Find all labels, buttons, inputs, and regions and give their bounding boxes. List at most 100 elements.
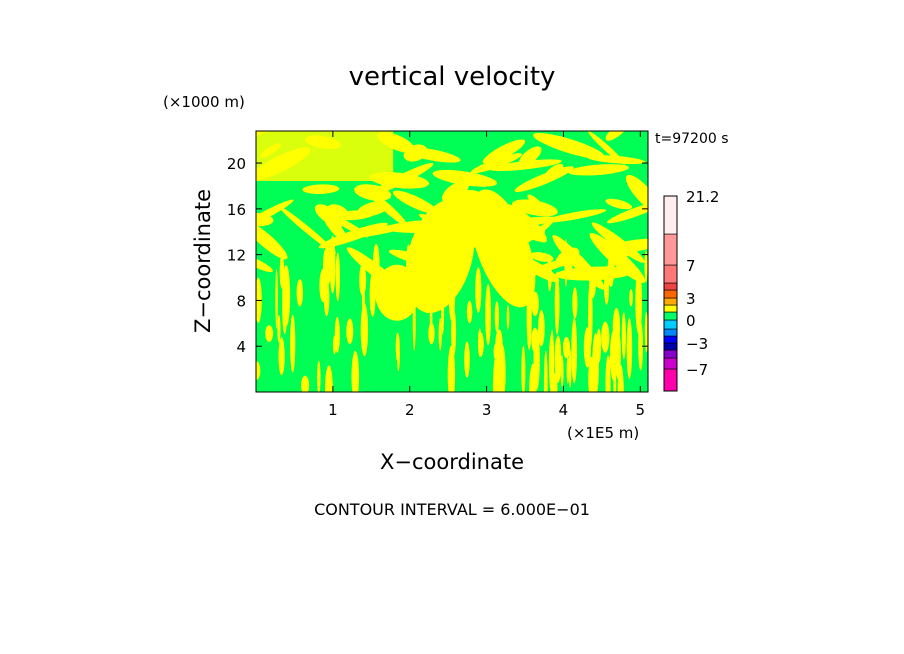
field-streak [256,199,294,237]
field-streak [441,180,470,203]
field-striation [506,304,510,330]
field-striation [621,312,626,360]
colorbar-tick-label: 21.2 [686,188,719,206]
field-striation [317,360,321,392]
field-streak [256,221,288,260]
colorbar-level [663,349,678,359]
field-streak [589,232,646,284]
y-axis: 4 8 12 16 20 [227,155,648,356]
field-streak [357,201,389,217]
field-streak [567,164,630,176]
field-streak [392,190,439,215]
y-tick-label: 20 [227,155,246,173]
field-streak [605,198,633,210]
colorbar-level [663,289,678,299]
field-band [256,131,394,181]
field-striation [475,267,482,313]
field-streak [278,206,336,254]
colorbar-level [663,342,678,351]
field-striation [494,301,500,333]
y-tick-label: 4 [236,338,246,356]
field-striation [323,279,330,317]
x-tick-label: 1 [328,401,338,419]
field-striation [447,345,456,392]
x-tick-label: 4 [559,401,569,419]
colorbar-tick-label: −3 [686,335,708,353]
field-striation [568,349,572,389]
colorbar-tick-label: 3 [686,290,696,308]
y-axis-label: Z−coordinate [191,189,215,333]
field-streak [314,204,345,227]
plot-frame [255,130,649,393]
colorbar-level [663,311,678,321]
field-striation [588,356,595,392]
field-striation [644,311,648,353]
time-label: t=97200 s [655,131,729,147]
y-tick-label: 12 [227,247,246,265]
field-striation [521,345,526,392]
field-striation [296,279,303,307]
field-striation [571,317,578,384]
y-unit-label: (×1000 m) [163,93,245,111]
field-plume [453,189,490,219]
field-striation [325,365,333,392]
field-striation [369,272,376,318]
colorbar: 21.2 7 3 0 −3 −7 [663,188,719,392]
colorbar-level [663,304,678,313]
field-streak [607,200,648,224]
field-striation [493,342,500,361]
field-streak [514,166,574,192]
field-striation [572,287,578,319]
field-striation [554,335,562,383]
field-striation [346,318,354,345]
field-striation [290,314,296,373]
field-striation [554,271,560,335]
field-striation [601,321,610,353]
colorbar-tick-label: −7 [686,361,708,379]
field-striation [531,291,539,316]
plot-area [255,130,649,393]
field-striation [566,355,570,384]
x-axis-label: X−coordinate [380,450,524,474]
colorbar-level [663,319,678,330]
field-striation [562,336,571,359]
x-tick-label: 3 [482,401,492,419]
field-streak [603,238,648,254]
field-streak [353,220,424,238]
field-striation [644,250,648,283]
field-striation [615,329,621,380]
field-striation [596,328,602,363]
field-striation [604,265,610,305]
colorbar-level [663,264,678,284]
field-striation [538,310,545,347]
contour-interval-label: CONTOUR INTERVAL = 6.000E−01 [314,500,590,519]
field-striation [626,318,633,379]
field-striation [396,334,400,372]
colorbar-tick-label: 0 [686,312,696,330]
field-striation [351,350,360,392]
colorbar-tick-label: 7 [686,257,696,275]
field-striation [564,238,568,287]
field-striation [278,337,285,376]
colorbar-level [663,335,678,344]
field-striation [607,249,615,287]
colorbar-level [663,195,678,235]
field-striation [277,315,281,343]
field-striation [635,269,643,335]
field-striation [360,303,369,357]
chart-title: vertical velocity [349,62,556,92]
field-striation [478,333,482,356]
x-tick-label: 2 [405,401,415,419]
field-streak [318,222,388,249]
field-striation [533,329,540,390]
y-tick-label: 16 [227,201,246,219]
field-streak [511,199,558,217]
colorbar-frame [663,195,678,392]
x-unit-label: (×1E5 m) [567,424,639,442]
field-streak [591,222,645,263]
colorbar-level [663,368,678,392]
field-streak [533,132,605,159]
field-striation [335,252,340,302]
field-streak [625,174,648,213]
